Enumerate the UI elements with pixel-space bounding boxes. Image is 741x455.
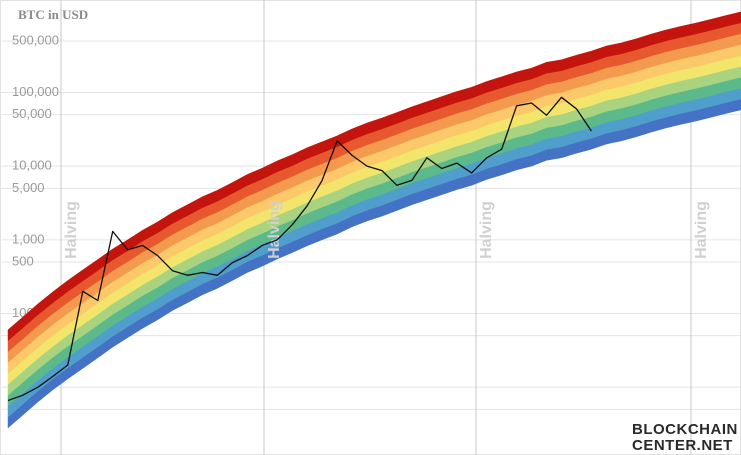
halving-label: Halving <box>693 201 710 259</box>
y-tick-label: 500 <box>12 253 34 268</box>
y-tick-label: 50,000 <box>12 106 52 121</box>
chart-title: BTC in USD <box>18 7 88 22</box>
watermark: CENTER.NET <box>632 437 733 454</box>
halving-label: Halving <box>266 201 283 259</box>
y-tick-label: 1,000 <box>12 231 45 246</box>
y-tick-label: 5,000 <box>12 180 45 195</box>
halving-label: Halving <box>478 201 495 259</box>
y-tick-label: 10,000 <box>12 158 52 173</box>
rainbow-band <box>7 11 741 342</box>
y-tick-label: 500,000 <box>12 32 59 47</box>
y-tick-label: 100,000 <box>12 84 59 99</box>
price-line <box>7 96 592 402</box>
halving-label: Halving <box>63 201 80 259</box>
watermark: BLOCKCHAIN <box>632 421 738 438</box>
